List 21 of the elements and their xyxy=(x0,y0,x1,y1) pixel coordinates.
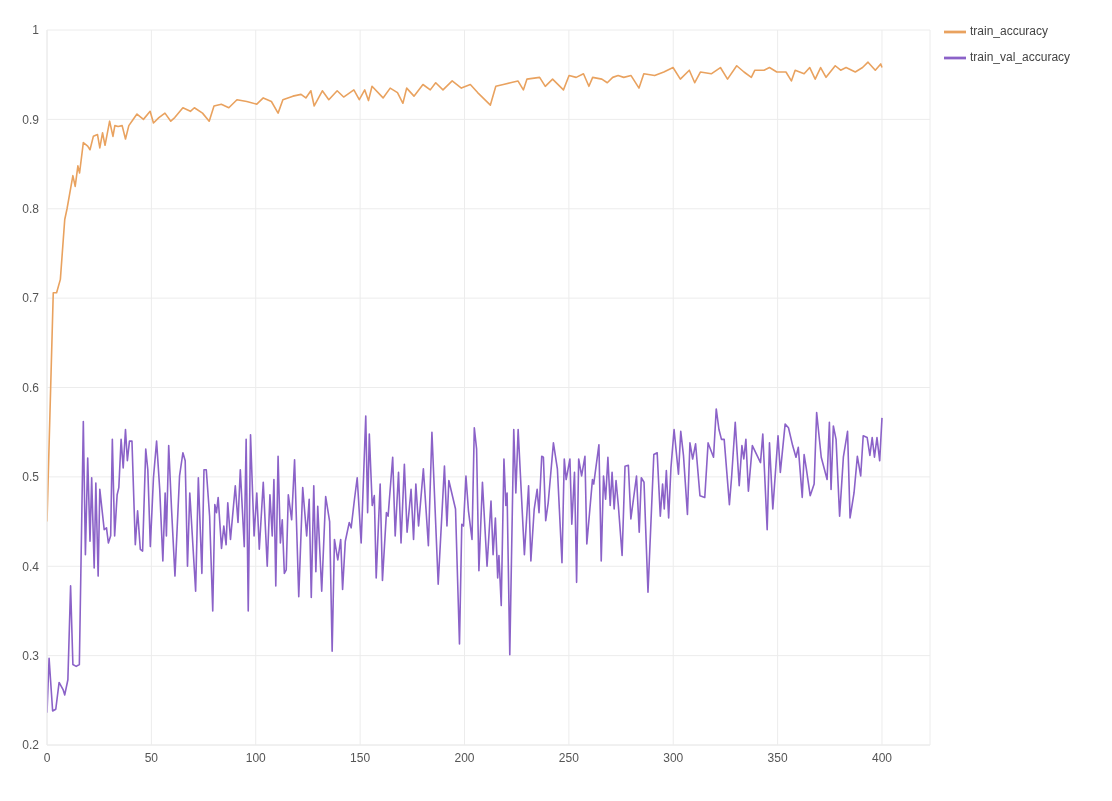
x-tick-label: 150 xyxy=(350,750,371,765)
x-tick-label: 100 xyxy=(245,750,267,765)
x-tick-label: 250 xyxy=(558,750,580,765)
y-tick-label: 0.2 xyxy=(22,738,40,753)
y-tick-label: 0.5 xyxy=(22,470,40,485)
y-tick-label: 0.9 xyxy=(22,112,40,127)
x-tick-label: 200 xyxy=(454,750,475,765)
y-tick-label: 0.7 xyxy=(22,291,40,306)
legend-label: train_val_accuracy xyxy=(970,50,1071,64)
y-tick-label: 0.8 xyxy=(22,202,40,217)
y-tick-label: 1 xyxy=(32,23,40,38)
y-tick-label: 0.3 xyxy=(22,648,40,663)
legend-label: train_accuracy xyxy=(970,24,1049,38)
x-tick-label: 350 xyxy=(767,750,788,765)
x-tick-label: 0 xyxy=(43,750,51,765)
y-tick-label: 0.6 xyxy=(22,380,40,395)
x-tick-label: 400 xyxy=(871,750,893,765)
x-tick-label: 50 xyxy=(144,750,159,765)
line-series xyxy=(47,408,883,714)
y-tick-label: 0.4 xyxy=(22,559,40,574)
x-tick-label: 300 xyxy=(663,750,684,765)
